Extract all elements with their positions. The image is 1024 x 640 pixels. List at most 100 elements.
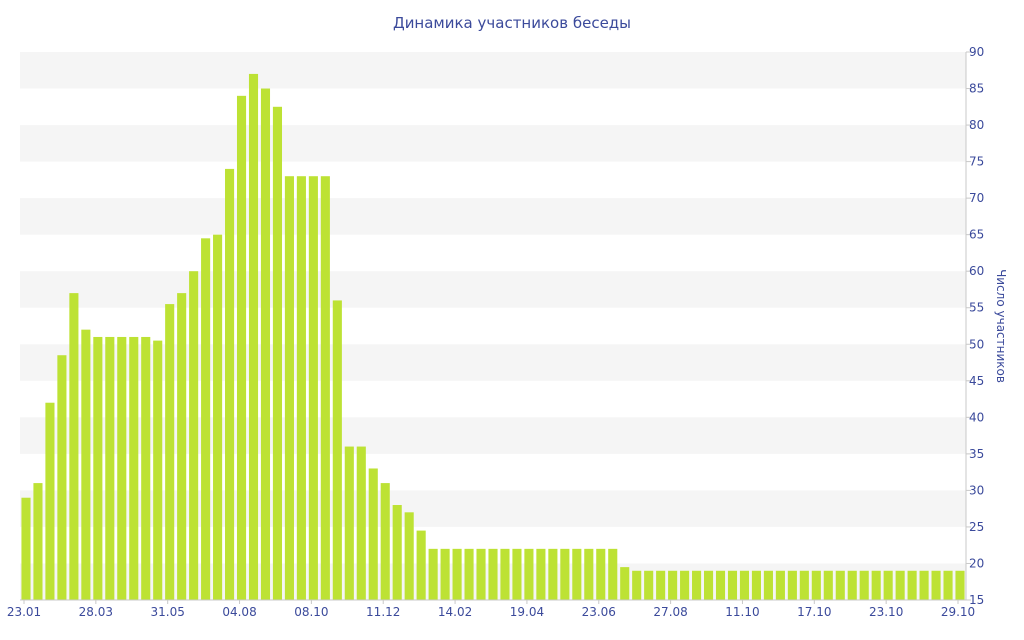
bar bbox=[356, 446, 366, 600]
bar bbox=[320, 176, 330, 600]
y-axis-ticks: 15 20 25 30 35 40 45 50 55 60 65 70 75 80 85 90 bbox=[966, 45, 984, 607]
bar bbox=[955, 570, 965, 600]
bar bbox=[452, 548, 462, 600]
y-tick-label: 90 bbox=[969, 45, 984, 59]
bar bbox=[153, 340, 163, 600]
bar bbox=[692, 570, 702, 600]
bar bbox=[727, 570, 738, 600]
y-tick-label: 20 bbox=[969, 556, 984, 570]
y-tick-label: 75 bbox=[969, 155, 984, 169]
bar bbox=[392, 505, 402, 600]
bar bbox=[117, 336, 127, 600]
bar bbox=[464, 548, 474, 600]
bar bbox=[931, 570, 941, 600]
x-tick-label: 08.10 bbox=[294, 605, 328, 619]
bar bbox=[560, 548, 570, 600]
bar bbox=[632, 570, 642, 600]
bar bbox=[907, 570, 917, 600]
y-tick-label: 80 bbox=[969, 118, 984, 132]
bar bbox=[213, 234, 223, 601]
bar bbox=[715, 570, 726, 600]
bar bbox=[308, 176, 318, 600]
bar bbox=[105, 336, 115, 600]
bar bbox=[883, 570, 893, 600]
bar bbox=[260, 88, 271, 600]
bar bbox=[548, 548, 558, 600]
x-tick-label: 19.04 bbox=[510, 605, 544, 619]
background-bands bbox=[20, 52, 966, 600]
bar bbox=[332, 300, 342, 600]
bar bbox=[500, 548, 510, 600]
bar bbox=[943, 570, 953, 600]
y-tick-label: 30 bbox=[969, 483, 984, 497]
y-tick-label: 40 bbox=[969, 410, 984, 424]
bar bbox=[57, 355, 67, 600]
x-tick-label: 27.08 bbox=[653, 605, 687, 619]
bar bbox=[596, 548, 606, 600]
grid-band bbox=[20, 198, 966, 235]
bar bbox=[129, 336, 139, 600]
bar bbox=[823, 570, 833, 600]
bar bbox=[93, 336, 103, 600]
y-tick-label: 45 bbox=[969, 374, 984, 388]
bar bbox=[141, 336, 151, 600]
bar bbox=[703, 570, 714, 600]
bar bbox=[608, 548, 618, 600]
x-tick-label: 28.03 bbox=[79, 605, 113, 619]
bar bbox=[775, 570, 785, 600]
x-tick-label: 23.06 bbox=[582, 605, 616, 619]
bar bbox=[404, 512, 414, 600]
bar bbox=[512, 548, 522, 600]
bar bbox=[895, 570, 905, 600]
bar bbox=[368, 468, 378, 600]
bar bbox=[189, 271, 199, 600]
bar bbox=[584, 548, 594, 600]
bar bbox=[668, 570, 678, 600]
bars-group bbox=[21, 73, 965, 601]
x-tick-label: 17.10 bbox=[797, 605, 831, 619]
bar bbox=[811, 570, 821, 600]
bar bbox=[440, 548, 450, 600]
x-axis-ticks: 23.01 28.03 31.05 04.08 08.10 11.12 14.02 19.04… bbox=[7, 600, 975, 619]
y-tick-label: 15 bbox=[969, 593, 984, 607]
bar bbox=[799, 570, 809, 600]
y-tick-label: 70 bbox=[969, 191, 984, 205]
bar bbox=[45, 402, 55, 600]
bar bbox=[81, 329, 91, 600]
bar bbox=[739, 570, 750, 600]
y-tick-label: 50 bbox=[969, 337, 984, 351]
bar bbox=[871, 570, 881, 600]
x-tick-label: 14.02 bbox=[438, 605, 472, 619]
y-axis-label: Число участников bbox=[994, 269, 1008, 383]
bar bbox=[296, 176, 306, 600]
bar bbox=[165, 304, 175, 600]
grid-band bbox=[20, 271, 966, 308]
chart-title: Динамика участников беседы bbox=[393, 14, 631, 32]
bar bbox=[620, 567, 630, 600]
bar bbox=[416, 530, 426, 600]
bar bbox=[572, 548, 582, 600]
bar bbox=[201, 238, 211, 600]
bar bbox=[344, 446, 354, 600]
bar bbox=[847, 570, 857, 600]
y-tick-label: 65 bbox=[969, 228, 984, 242]
bar bbox=[248, 73, 259, 601]
bar bbox=[21, 497, 31, 600]
grid-band bbox=[20, 52, 966, 89]
y-tick-label: 25 bbox=[969, 520, 984, 534]
x-tick-label: 23.10 bbox=[869, 605, 903, 619]
bar bbox=[919, 570, 929, 600]
bar bbox=[284, 176, 294, 600]
bar bbox=[751, 570, 761, 600]
bar bbox=[536, 548, 546, 600]
x-tick-label: 29.10 bbox=[941, 605, 975, 619]
bar bbox=[644, 570, 654, 600]
y-tick-label: 85 bbox=[969, 82, 984, 96]
bar bbox=[835, 570, 845, 600]
bar bbox=[488, 548, 498, 600]
y-tick-label: 55 bbox=[969, 301, 984, 315]
bar bbox=[272, 106, 283, 601]
x-tick-label: 11.12 bbox=[366, 605, 400, 619]
x-tick-label: 23.01 bbox=[7, 605, 41, 619]
